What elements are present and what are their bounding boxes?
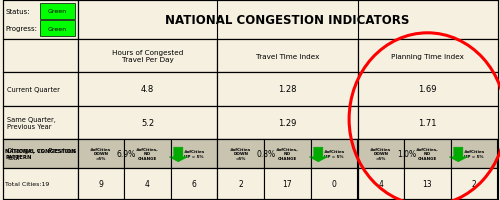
Bar xyxy=(358,139,404,168)
Bar xyxy=(78,73,218,106)
Bar xyxy=(358,139,498,168)
Bar xyxy=(78,168,124,199)
Text: 4: 4 xyxy=(145,179,150,188)
Text: 0: 0 xyxy=(332,179,336,188)
Text: 6: 6 xyxy=(192,179,196,188)
Text: Change, vs. Previous
Year: Change, vs. Previous Year xyxy=(6,147,76,160)
Bar xyxy=(264,139,311,168)
Bar xyxy=(218,139,358,168)
Bar xyxy=(171,139,218,168)
Bar xyxy=(451,168,498,199)
Bar xyxy=(451,139,498,168)
Text: #ofCities
DOWN
=5%: #ofCities DOWN =5% xyxy=(230,147,252,160)
Polygon shape xyxy=(170,148,188,162)
Text: Status:: Status: xyxy=(5,9,29,15)
Bar xyxy=(2,139,78,168)
Bar xyxy=(404,139,451,168)
Text: 1.69: 1.69 xyxy=(418,85,437,94)
Bar xyxy=(218,168,264,199)
Text: #ofCities,
NO
CHANGE: #ofCities, NO CHANGE xyxy=(276,147,299,160)
Bar xyxy=(124,168,171,199)
Bar xyxy=(171,168,218,199)
Bar xyxy=(78,40,218,73)
Bar xyxy=(2,139,78,168)
Text: 6.9%: 6.9% xyxy=(117,149,136,158)
Bar xyxy=(2,1,78,40)
Text: 9: 9 xyxy=(98,179,103,188)
Text: #ofCities,
NO
CHANGE: #ofCities, NO CHANGE xyxy=(416,147,439,160)
Bar xyxy=(78,106,218,139)
Text: Current Quarter: Current Quarter xyxy=(6,87,60,92)
Text: 13: 13 xyxy=(422,179,432,188)
Text: 5.2: 5.2 xyxy=(141,118,154,127)
Text: 4.8: 4.8 xyxy=(141,85,154,94)
Text: Progress:: Progress: xyxy=(5,26,37,32)
Text: 1.71: 1.71 xyxy=(418,118,437,127)
Bar xyxy=(218,139,264,168)
Text: Same Quarter,
Previous Year: Same Quarter, Previous Year xyxy=(6,116,55,129)
Bar xyxy=(358,168,404,199)
Bar xyxy=(218,73,358,106)
Text: NATIONAL CONGESTION
PATTERN: NATIONAL CONGESTION PATTERN xyxy=(5,148,76,159)
Bar xyxy=(358,106,498,139)
Polygon shape xyxy=(450,148,468,162)
Bar xyxy=(218,40,358,73)
Text: #ofCities
UP = 5%: #ofCities UP = 5% xyxy=(464,149,485,158)
Text: 1.0%: 1.0% xyxy=(397,149,416,158)
Text: 1.28: 1.28 xyxy=(278,85,297,94)
Polygon shape xyxy=(310,148,328,162)
Text: 2: 2 xyxy=(238,179,243,188)
Bar xyxy=(2,73,78,106)
Text: #ofCities
UP = 5%: #ofCities UP = 5% xyxy=(324,149,345,158)
Text: Hours of Congested
Travel Per Day: Hours of Congested Travel Per Day xyxy=(112,50,183,63)
Text: #ofCities
UP = 5%: #ofCities UP = 5% xyxy=(184,149,205,158)
Text: #ofCities
DOWN
=5%: #ofCities DOWN =5% xyxy=(90,147,112,160)
Bar xyxy=(40,21,75,37)
Text: 4: 4 xyxy=(378,179,384,188)
Bar xyxy=(78,139,218,168)
Bar xyxy=(404,168,451,199)
Bar xyxy=(358,73,498,106)
Text: Green: Green xyxy=(48,9,67,14)
Text: #ofCities,
NO
CHANGE: #ofCities, NO CHANGE xyxy=(136,147,159,160)
Text: Green: Green xyxy=(48,27,67,32)
Bar xyxy=(78,139,124,168)
Text: 2: 2 xyxy=(472,179,476,188)
Bar xyxy=(264,168,311,199)
Text: Travel Time Index: Travel Time Index xyxy=(256,54,319,59)
Bar xyxy=(311,139,358,168)
Text: Planning Time Index: Planning Time Index xyxy=(391,54,464,59)
Bar xyxy=(311,168,358,199)
Bar xyxy=(2,106,78,139)
Bar xyxy=(358,40,498,73)
Bar xyxy=(218,106,358,139)
Text: 0.8%: 0.8% xyxy=(257,149,276,158)
Bar xyxy=(40,4,75,20)
Text: NATIONAL CONGESTION INDICATORS: NATIONAL CONGESTION INDICATORS xyxy=(166,14,410,27)
Text: 17: 17 xyxy=(282,179,292,188)
Bar xyxy=(124,139,171,168)
Text: 1.29: 1.29 xyxy=(278,118,296,127)
Bar xyxy=(2,168,78,199)
Text: #ofCities
DOWN
=5%: #ofCities DOWN =5% xyxy=(370,147,392,160)
Bar xyxy=(78,1,498,40)
Text: Total Cities:19: Total Cities:19 xyxy=(5,181,50,186)
Bar xyxy=(2,40,78,73)
